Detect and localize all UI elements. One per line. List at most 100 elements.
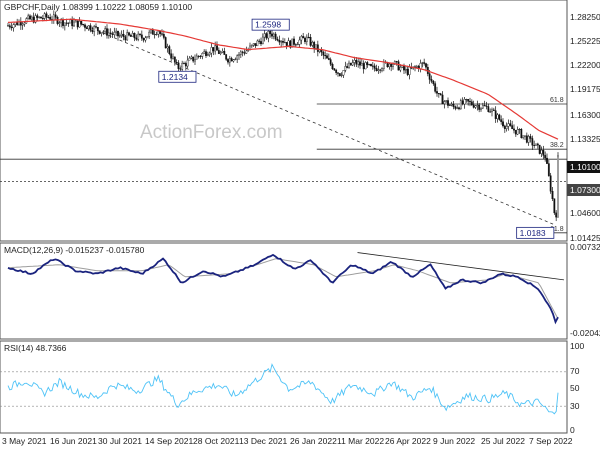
candle-body [78, 21, 81, 28]
candle-body [241, 51, 244, 53]
candle-body [437, 93, 440, 95]
candle-body [465, 99, 468, 101]
candle-body [483, 105, 486, 107]
candle-body [190, 56, 193, 59]
rsi-line [7, 363, 559, 415]
candle-body [536, 143, 539, 146]
candle-body [300, 36, 303, 41]
candle-body [500, 119, 503, 122]
candle-body [520, 129, 523, 139]
candle-body [542, 149, 545, 156]
candle-body [346, 66, 349, 68]
macd-tick: 0.007329 [570, 242, 600, 252]
candle-body [289, 40, 292, 48]
moving-average-line [7, 18, 559, 140]
candle-body [553, 198, 556, 214]
candle-body [139, 33, 141, 36]
candle-body [421, 62, 424, 64]
candle-body [181, 63, 184, 70]
candle-body [507, 123, 510, 127]
candle-body [173, 56, 176, 63]
candle-body [140, 34, 143, 39]
candle-body [399, 67, 402, 71]
candle-body [509, 123, 512, 126]
candle-body [452, 103, 455, 107]
candle-body [296, 44, 299, 46]
x-tick: 16 Jun 2021 [50, 436, 97, 446]
candle-body [450, 103, 453, 106]
macd-panel-title: MACD(12,26,9) -0.015237 -0.015780 [4, 245, 145, 255]
candle-body [524, 135, 526, 137]
candle-body [183, 63, 185, 65]
candle-body [415, 66, 418, 68]
candle-body [109, 32, 112, 34]
candle-body [30, 16, 33, 20]
candle-body [47, 16, 50, 18]
candle-body [485, 105, 488, 107]
candle-body [379, 69, 382, 71]
candle-body [265, 33, 268, 39]
candle-body [408, 66, 411, 75]
candle-body [516, 129, 519, 135]
candle-body [96, 27, 99, 31]
candle-body [538, 144, 541, 154]
candle-body [392, 64, 394, 67]
candle-body [269, 31, 272, 35]
x-tick: 30 Jul 2021 [98, 436, 142, 446]
macd-panel [0, 242, 568, 340]
candle-body [491, 109, 493, 113]
candle-body [208, 52, 211, 55]
candle-body [199, 55, 202, 57]
candle-body [469, 101, 471, 103]
candle-body [93, 26, 96, 32]
candle-body [531, 138, 534, 146]
candle-body [535, 143, 537, 146]
candle-body [69, 19, 72, 24]
candle-body [436, 91, 438, 94]
price-tick: 1.22200 [570, 60, 600, 70]
candle-body [338, 73, 341, 76]
candle-body [89, 25, 92, 31]
candle-body [137, 33, 140, 40]
candle-body [283, 42, 286, 44]
candle-body [304, 37, 306, 42]
candle-body [527, 136, 530, 143]
candle-body [58, 22, 61, 24]
candle-body [366, 62, 369, 65]
candle-body [21, 23, 24, 26]
candle-body [498, 114, 501, 120]
candle-body [480, 107, 482, 110]
candle-body [456, 107, 459, 109]
candle-body [201, 53, 204, 57]
candle-body [397, 61, 400, 71]
candle-body [371, 65, 374, 67]
candle-body [128, 32, 130, 36]
candle-body [540, 149, 543, 154]
candle-body [27, 15, 30, 19]
candle-body [307, 36, 310, 38]
candle-body [432, 80, 435, 84]
price-y-axis: 1.28250 1.25225 1.22200 1.19175 1.16300 … [567, 12, 600, 243]
candle-body [546, 157, 548, 164]
candle-body [382, 61, 385, 69]
candle-body [447, 100, 449, 106]
macd-trendline [357, 252, 565, 281]
candle-body [104, 28, 107, 32]
x-tick: 13 Dec 2021 [239, 436, 287, 446]
candle-body [305, 36, 308, 42]
candle-body [192, 56, 195, 62]
x-tick: 7 Sep 2022 [529, 436, 573, 446]
macd-line [7, 253, 559, 325]
candle-body [133, 33, 136, 39]
candle-body [8, 25, 11, 28]
candle-body [84, 24, 86, 28]
candle-body [172, 56, 174, 59]
candle-body [168, 46, 171, 54]
candle-body [245, 50, 248, 54]
candle-body [511, 125, 514, 130]
candle-body [49, 17, 52, 20]
candle-body [214, 45, 217, 52]
x-tick: 26 Jan 2022 [290, 436, 337, 446]
candle-body [118, 35, 121, 37]
candle-body [115, 30, 118, 33]
